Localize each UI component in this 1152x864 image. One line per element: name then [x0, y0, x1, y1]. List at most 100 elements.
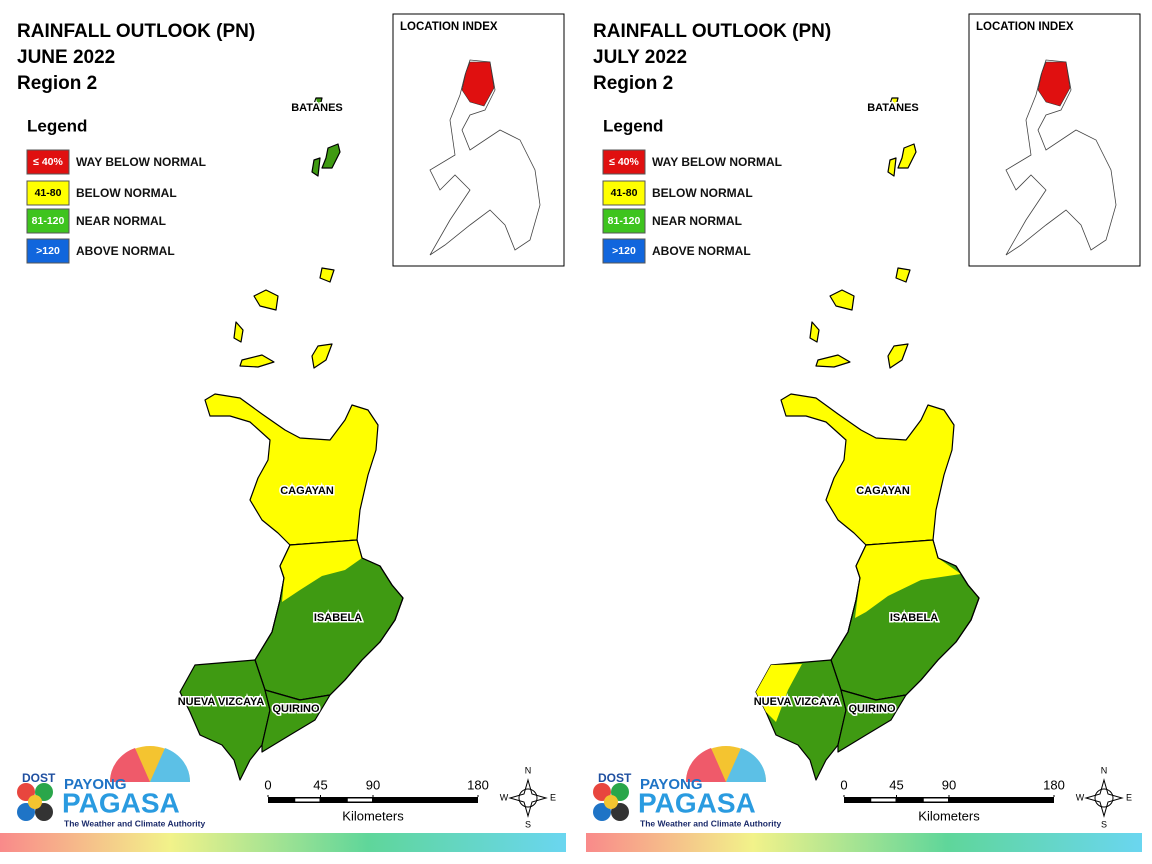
legend-range: 41-80 — [35, 187, 62, 199]
compass-letter: E — [550, 792, 556, 802]
island — [311, 157, 321, 177]
scale-tick-label: 90 — [942, 777, 956, 792]
scale-segment — [871, 798, 896, 802]
logo-tagline: The Weather and Climate Authority — [640, 818, 781, 828]
compass-letter: W — [500, 792, 509, 802]
scale-tick-label: 45 — [313, 777, 327, 792]
logo-line1: PAYONG — [64, 776, 127, 793]
province-quirino — [261, 689, 331, 753]
logo-line1: PAYONG — [640, 776, 703, 793]
province-label: QUIRINO — [272, 703, 320, 715]
legend-label: WAY BELOW NORMAL — [652, 155, 782, 169]
compass-letter: S — [1101, 819, 1107, 829]
inset-frame — [968, 13, 1141, 267]
map-panel: RAINFALL OUTLOOK (PN) JULY 2022 Region 2 Le… — [593, 13, 1141, 829]
legend-label: BELOW NORMAL — [652, 186, 753, 200]
island — [313, 97, 323, 107]
logo-center — [28, 795, 42, 809]
province-nueva-vizcaya — [179, 659, 271, 781]
province-label: NUEVA VIZCAYA — [178, 696, 265, 708]
province-label: QUIRINO — [848, 703, 896, 715]
island — [889, 97, 899, 107]
map-title: RAINFALL OUTLOOK (PN) — [593, 21, 831, 42]
island — [239, 354, 275, 368]
legend-range: ≤ 40% — [33, 156, 63, 168]
island — [897, 143, 917, 169]
legend-label: NEAR NORMAL — [652, 214, 742, 228]
province-isabela-outline — [830, 539, 980, 701]
scale-segment — [295, 798, 320, 802]
logo-petal — [593, 803, 611, 821]
island — [311, 343, 333, 369]
scale-bar — [844, 797, 1054, 803]
island — [319, 267, 335, 283]
compass-ring — [1094, 788, 1114, 808]
province-cagayan — [780, 393, 955, 546]
inset-region — [1037, 61, 1071, 107]
inset-title: LOCATION INDEX — [400, 21, 498, 33]
province-label: CAGAYAN — [856, 485, 910, 497]
scale-unit: Kilometers — [342, 808, 404, 823]
logo-petal — [35, 803, 53, 821]
scale-tick-label: 180 — [1043, 777, 1065, 792]
legend-label: ABOVE NORMAL — [76, 244, 175, 258]
legend-range: >120 — [36, 245, 60, 257]
scale-tick-label: 0 — [264, 777, 271, 792]
island — [887, 157, 897, 177]
color-band — [586, 833, 1142, 852]
logo-umbrella-right — [726, 748, 767, 782]
legend-label: WAY BELOW NORMAL — [76, 155, 206, 169]
inset-title: LOCATION INDEX — [976, 21, 1074, 33]
logo-center — [604, 795, 618, 809]
logo-petal — [17, 803, 35, 821]
legend-title: Legend — [27, 116, 87, 135]
province-isabela-part — [280, 540, 362, 602]
scale-unit: Kilometers — [918, 808, 980, 823]
map-panel: RAINFALL OUTLOOK (PN) JUNE 2022 Region 2 Le… — [17, 13, 565, 829]
scale-tick-label: 90 — [366, 777, 380, 792]
legend-range: >120 — [612, 245, 636, 257]
legend-swatch — [602, 149, 646, 175]
scale-tick-label: 0 — [840, 777, 847, 792]
logo-tagline: The Weather and Climate Authority — [64, 818, 205, 828]
island — [321, 143, 341, 169]
scale-segment — [347, 798, 372, 802]
map-title: Region 2 — [593, 73, 673, 94]
province-label: ISABELA — [890, 612, 938, 624]
logo-line2: PAGASA — [638, 787, 756, 818]
compass-rose — [1084, 778, 1124, 818]
province-isabela-outline — [254, 539, 404, 701]
compass-letter: N — [525, 765, 532, 775]
island — [253, 289, 279, 311]
island — [829, 289, 855, 311]
legend-label: NEAR NORMAL — [76, 214, 166, 228]
legend-swatch — [602, 180, 646, 206]
map-title: Region 2 — [17, 73, 97, 94]
color-band — [0, 833, 566, 852]
province-label: NUEVA VIZCAYA — [754, 696, 841, 708]
logo-petal — [593, 783, 611, 801]
province-cagayan — [204, 393, 379, 546]
province-nueva-vizcaya-part — [756, 664, 802, 722]
logo-agency: DOST — [598, 771, 632, 785]
legend-label: ABOVE NORMAL — [652, 244, 751, 258]
island — [815, 354, 851, 368]
province-label: BATANES — [291, 102, 343, 114]
island — [887, 343, 909, 369]
logo-umbrella-left — [685, 748, 726, 782]
inset-country — [1005, 59, 1117, 256]
legend-range: 81-120 — [608, 215, 641, 227]
province-label: ISABELA — [314, 612, 362, 624]
map-title: JULY 2022 — [593, 47, 687, 68]
legend-range: 41-80 — [611, 187, 638, 199]
scale-segment — [923, 798, 948, 802]
logo-line2: PAGASA — [62, 787, 180, 818]
province-label: BATANES — [867, 102, 919, 114]
island — [809, 321, 820, 343]
compass-letter: N — [1101, 765, 1108, 775]
province-quirino — [837, 689, 907, 753]
compass-letter: W — [1076, 792, 1085, 802]
legend-title: Legend — [603, 116, 663, 135]
province-isabela-part — [855, 540, 961, 618]
